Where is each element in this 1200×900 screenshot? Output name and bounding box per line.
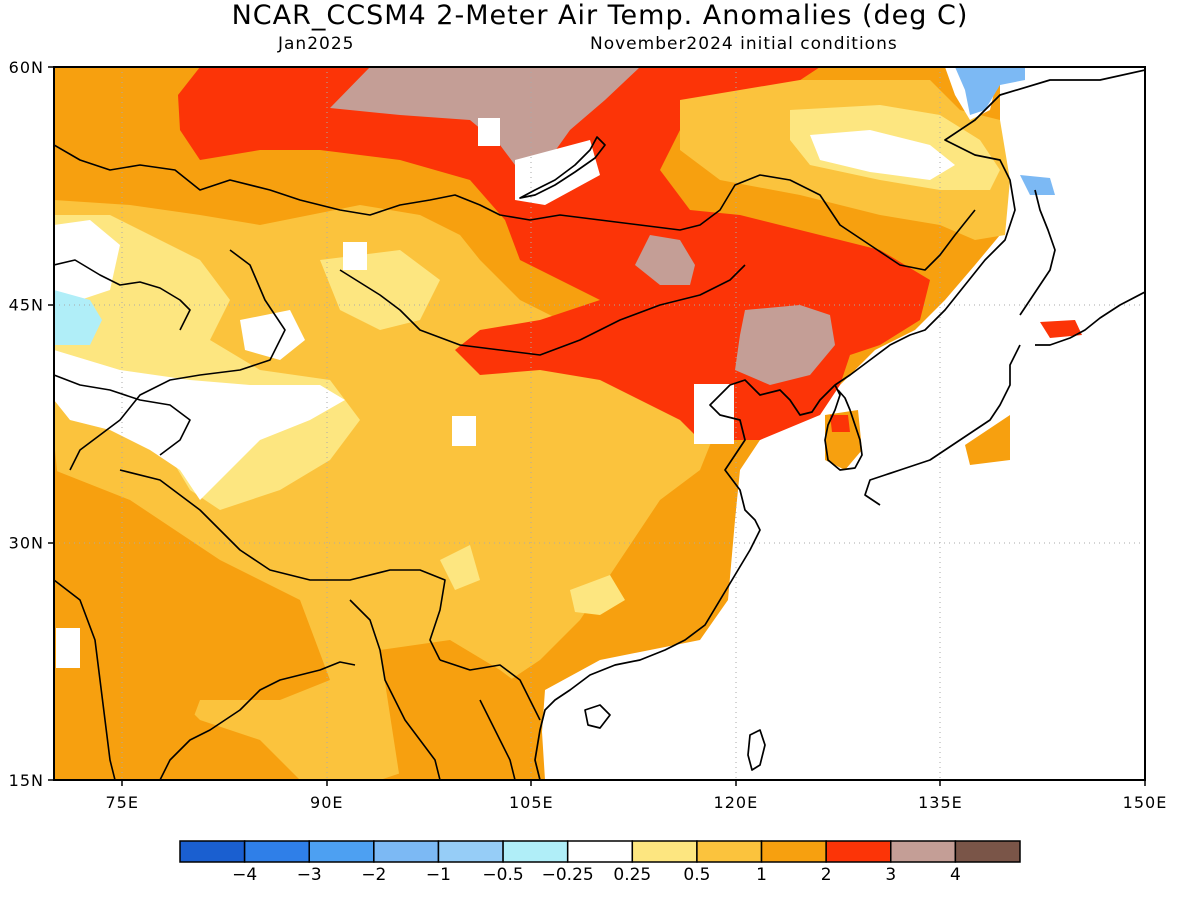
coastlines (519, 69, 1145, 780)
colorbar-swatch (243, 840, 310, 863)
okhotsk-anomaly-near-zero (810, 130, 955, 180)
colorbar-swatch (631, 840, 698, 863)
y-tick-label: 30N (9, 533, 44, 552)
colorbar-swatch (954, 840, 1021, 863)
colorbar-swatch (825, 840, 892, 863)
colorbar-label: 3 (885, 865, 896, 885)
x-tick-label: 75E (105, 793, 138, 812)
grid-lines (54, 67, 1145, 780)
x-tick-label: 120E (714, 793, 759, 812)
korea-anomaly-2-to-3 (830, 415, 850, 432)
axis-ticks (48, 66, 1146, 786)
colorbar-swatch (760, 840, 827, 863)
anomaly-field (54, 67, 1145, 780)
colorbar-swatch (566, 840, 634, 863)
yunnan-anomaly-0p25-to-0p5 (440, 545, 480, 590)
sakhalin-anomaly-negative (1020, 175, 1055, 195)
x-tick-label: 150E (1123, 793, 1168, 812)
y-tick-label: 60N (9, 58, 44, 77)
hokkaido-anomaly-2-to-3 (1040, 320, 1082, 338)
colorbar-label: −2 (361, 865, 386, 885)
x-tick-label: 90E (310, 793, 343, 812)
dzungaria-anomaly-near-zero (240, 310, 305, 360)
colorbar-label: −3 (297, 865, 322, 885)
colorbar-swatch (890, 840, 957, 863)
init-conditions-label: November2024 initial conditions (590, 34, 898, 54)
colorbar-label: 4 (950, 865, 961, 885)
colorbar-label: 0.5 (683, 865, 710, 885)
india-anomaly (54, 470, 330, 780)
y-tick-label: 15N (9, 771, 44, 790)
inner-mongolia-anomaly-3-to-4 (635, 235, 695, 285)
colorbar-label: 2 (821, 865, 832, 885)
valid-month-label: Jan2025 (278, 34, 355, 54)
south-china-anomaly-0p25-to-0p5 (570, 575, 625, 615)
colorbar-label: −4 (232, 865, 257, 885)
japan-anomaly (965, 415, 1010, 465)
tarim-anomaly-near-zero (54, 350, 345, 500)
northeast-china-anomaly-3-to-4 (735, 305, 835, 385)
colorbar (179, 840, 1021, 863)
colorbar-swatch (179, 840, 246, 863)
x-axis-tick-labels: 75E 90E 105E 120E 135E 150E (105, 793, 1168, 812)
western-anomaly-near-zero (54, 220, 120, 300)
colorbar-swatch (502, 840, 569, 863)
colorbar-label: −0.5 (482, 865, 523, 885)
indochina-anomaly (380, 640, 545, 780)
kazakh-anomaly-negative (54, 290, 102, 345)
baikal-anomaly-3-to-4 (330, 67, 640, 165)
country-borders (54, 144, 976, 780)
map-frame (53, 66, 1146, 781)
colorbar-label: 1 (756, 865, 767, 885)
x-tick-label: 135E (918, 793, 963, 812)
map-title: NCAR_CCSM4 2-Meter Air Temp. Anomalies (… (231, 0, 969, 31)
colorbar-swatch (696, 840, 763, 863)
okhotsk-coast-anomaly-negative (955, 67, 1025, 115)
colorbar-label: −0.25 (542, 865, 594, 885)
colorbar-label: −1 (426, 865, 451, 885)
central-asia-anomaly-0p25-to-0p5 (54, 215, 360, 510)
colorbar-label: 0.25 (613, 865, 651, 885)
colorbar-swatch (373, 840, 440, 863)
colorbar-swatch (308, 840, 375, 863)
y-axis-tick-labels: 60N 45N 30N 15N (9, 58, 44, 790)
x-tick-label: 105E (509, 793, 554, 812)
colorbar-swatch (437, 840, 504, 863)
colorbar-labels: −4 −3 −2 −1 −0.5 −0.25 0.25 0.5 1 2 3 4 (232, 865, 961, 885)
y-tick-label: 45N (9, 296, 44, 315)
